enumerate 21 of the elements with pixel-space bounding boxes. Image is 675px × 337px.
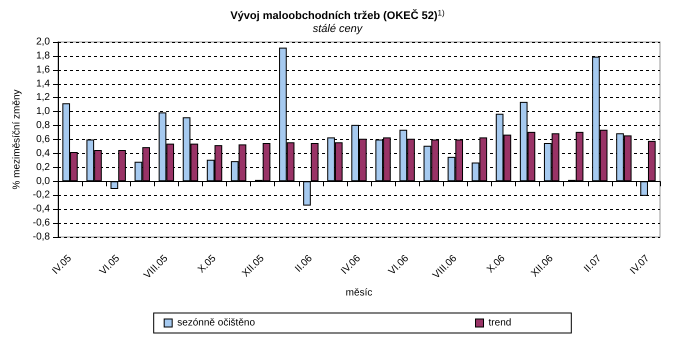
y-tick-label: 0,0 — [36, 176, 50, 187]
y-tick-label: 1,0 — [36, 106, 50, 118]
y-tick-label: 1,6 — [36, 64, 50, 76]
y-axis-title: % meziměsíční změny — [11, 89, 22, 190]
y-tick-label: -0,4 — [32, 204, 50, 215]
y-tick-label: -0,6 — [32, 218, 50, 229]
y-tick-label: -0,8 — [32, 232, 50, 242]
y-tick-label: 0,2 — [36, 162, 50, 173]
y-tick-label: 2,0 — [36, 36, 50, 48]
y-tick-label: 1,4 — [36, 78, 50, 90]
y-tick-label: -0,2 — [32, 190, 50, 201]
chart-subtitle: stálé ceny — [312, 23, 364, 35]
y-tick-label: 0,8 — [36, 120, 50, 132]
x-axis-title: měsíc — [346, 287, 372, 298]
y-tick-label: 0,6 — [36, 134, 50, 145]
x-tick-label: II.06 — [293, 252, 316, 275]
y-tick-label: 1,8 — [36, 50, 50, 62]
legend-label: trend — [488, 318, 512, 328]
legend-label: sezónně očištěno — [177, 318, 256, 328]
y-tick-label: 0,4 — [36, 148, 50, 159]
y-tick-label: 1,2 — [36, 92, 50, 104]
